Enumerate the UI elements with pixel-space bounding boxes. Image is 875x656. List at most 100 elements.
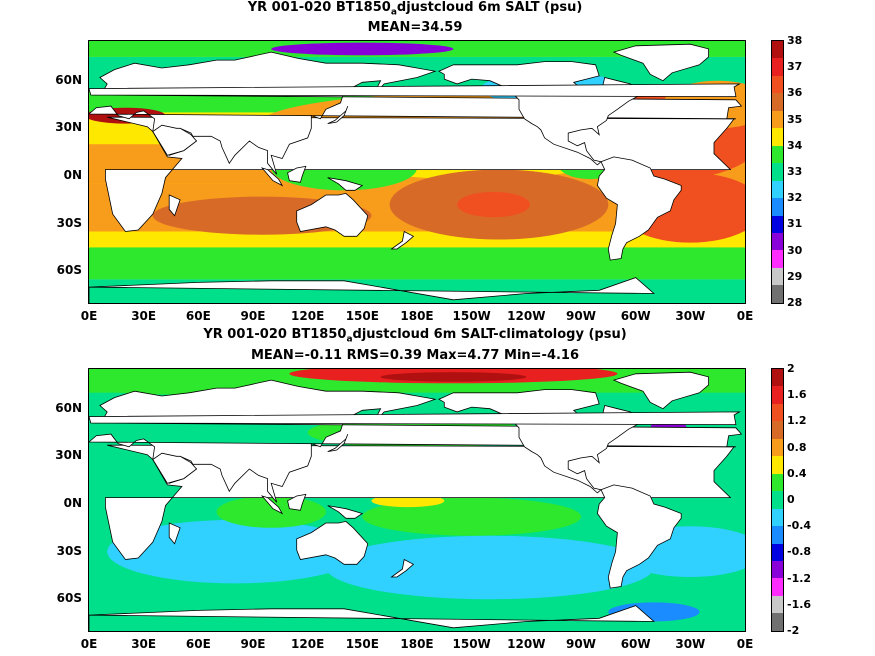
y-tick-label: 30N: [55, 448, 82, 463]
colorbar-segment: [772, 145, 783, 164]
x-tick-label: 30W: [675, 309, 706, 323]
colorbar-tick-label: 35: [787, 112, 803, 126]
landmass: [260, 167, 284, 187]
colorbar-segment: [772, 491, 783, 509]
colorbar-tick-label: 0.8: [787, 440, 807, 454]
x-tick-label: 150W: [452, 637, 491, 651]
landmass: [260, 495, 284, 515]
colorbar-segment: [772, 473, 783, 492]
colorbar-segment: [772, 456, 783, 474]
x-tick-label: 0E: [736, 637, 754, 651]
landmass: [168, 522, 181, 545]
colorbar-segment: [772, 421, 783, 439]
y-tick-label: 60N: [55, 72, 82, 87]
x-tick-label: 90E: [240, 309, 266, 323]
colorbar-segment: [772, 110, 783, 129]
colorbar-segment: [772, 232, 783, 251]
colorbar-tick-label: 32: [787, 191, 803, 205]
y-tick-label: 60N: [55, 400, 82, 415]
y-tick-label: 30S: [56, 215, 82, 230]
colorbar-tick-label: 30: [787, 243, 803, 257]
landmass: [168, 194, 181, 217]
landmass: [596, 484, 682, 589]
colorbar-segment: [772, 285, 783, 303]
panel2-stats: MEAN=-0.11 RMS=0.39 Max=4.77 Min=-4.16: [250, 348, 580, 363]
landmass: [438, 61, 644, 166]
contour-patch: [89, 375, 235, 395]
colorbar-tick-label: 36: [787, 86, 803, 100]
salinity-map: [88, 40, 746, 304]
x-tick-label: 0E: [80, 637, 98, 651]
landmass: [327, 177, 364, 191]
colorbar-tick-label: 2: [787, 362, 795, 375]
colorbar-tick-label: 37: [787, 60, 803, 74]
x-tick-label: 30E: [131, 309, 157, 323]
colorbar-tick-label: 0: [787, 493, 795, 506]
landmass: [89, 277, 655, 303]
colorbar-tick-label: 38: [787, 34, 803, 47]
colorbar-segment: [772, 613, 783, 631]
colorbar-segment: [772, 198, 783, 216]
x-tick-label: 180E: [400, 637, 434, 651]
colorbar-segment: [772, 93, 783, 111]
colorbar-tick-label: 28: [787, 296, 803, 309]
x-tick-label: 60W: [620, 309, 651, 323]
x-tick-label: 30E: [131, 637, 157, 651]
colorbar-segment: [772, 369, 783, 387]
x-tick-label: 60E: [185, 309, 211, 323]
x-tick-label: 90W: [566, 637, 596, 651]
landmass: [612, 371, 709, 410]
y-tick-label: 60S: [56, 591, 82, 606]
colorbar-segment: [772, 560, 783, 579]
colorbar-segment: [772, 543, 783, 561]
x-tick-label: 120W: [507, 637, 546, 651]
landmass: [596, 156, 682, 261]
contour-patch: [325, 535, 654, 600]
salinity-anomaly-map: [88, 368, 746, 632]
colorbar-tick-label: -1.6: [787, 597, 812, 611]
colorbar-segment: [772, 163, 783, 181]
panel1-stats: MEAN=34.59: [367, 20, 463, 35]
x-tick-label: 30W: [675, 637, 706, 651]
colorbar-tick-label: -0.4: [787, 519, 812, 533]
landmass: [287, 493, 307, 511]
landmass: [296, 192, 369, 237]
y-tick-label: 30S: [56, 543, 82, 558]
panel2-title: YR 001-020 BT1850adjustcloud 6m SALT-cli…: [203, 327, 627, 345]
landmass: [612, 43, 709, 82]
colorbar-segment: [772, 438, 783, 457]
x-tick-label: 150E: [345, 309, 379, 323]
x-tick-label: 180E: [400, 309, 434, 323]
x-tick-label: 60W: [620, 637, 651, 651]
colorbar-segment: [772, 75, 783, 94]
x-tick-label: 0E: [80, 309, 98, 323]
colorbar-tick-label: -2: [787, 624, 800, 637]
x-tick-label: 0E: [736, 309, 754, 323]
y-tick-label: 0N: [63, 495, 82, 510]
landmass: [152, 124, 198, 156]
landmass: [327, 105, 349, 124]
landmass: [327, 433, 349, 452]
x-tick-label: 90W: [566, 309, 596, 323]
colorbar-tick-label: 1.2: [787, 414, 807, 428]
landmass: [287, 165, 307, 183]
colorbar-tick-label: 34: [787, 138, 803, 152]
colorbar-tick-label: 0.4: [787, 466, 807, 480]
colorbar: [771, 40, 784, 304]
colorbar-segment: [772, 41, 783, 59]
contour-patch: [362, 497, 581, 536]
colorbar-tick-label: 31: [787, 217, 803, 231]
x-tick-label: 90E: [240, 637, 266, 651]
landmass: [89, 83, 742, 98]
colorbar-segment: [772, 578, 783, 596]
colorbar-segment: [772, 403, 783, 422]
colorbar-tick-label: 29: [787, 269, 803, 283]
x-tick-label: 120W: [507, 309, 546, 323]
x-tick-label: 120E: [291, 637, 325, 651]
colorbar-segment: [772, 58, 783, 76]
contour-patch: [271, 42, 454, 56]
landmass: [438, 389, 644, 494]
landmass: [296, 520, 369, 565]
panel1-title: YR 001-020 BT1850adjustcloud 6m SALT (ps…: [247, 0, 583, 18]
contour-patch: [380, 372, 527, 382]
